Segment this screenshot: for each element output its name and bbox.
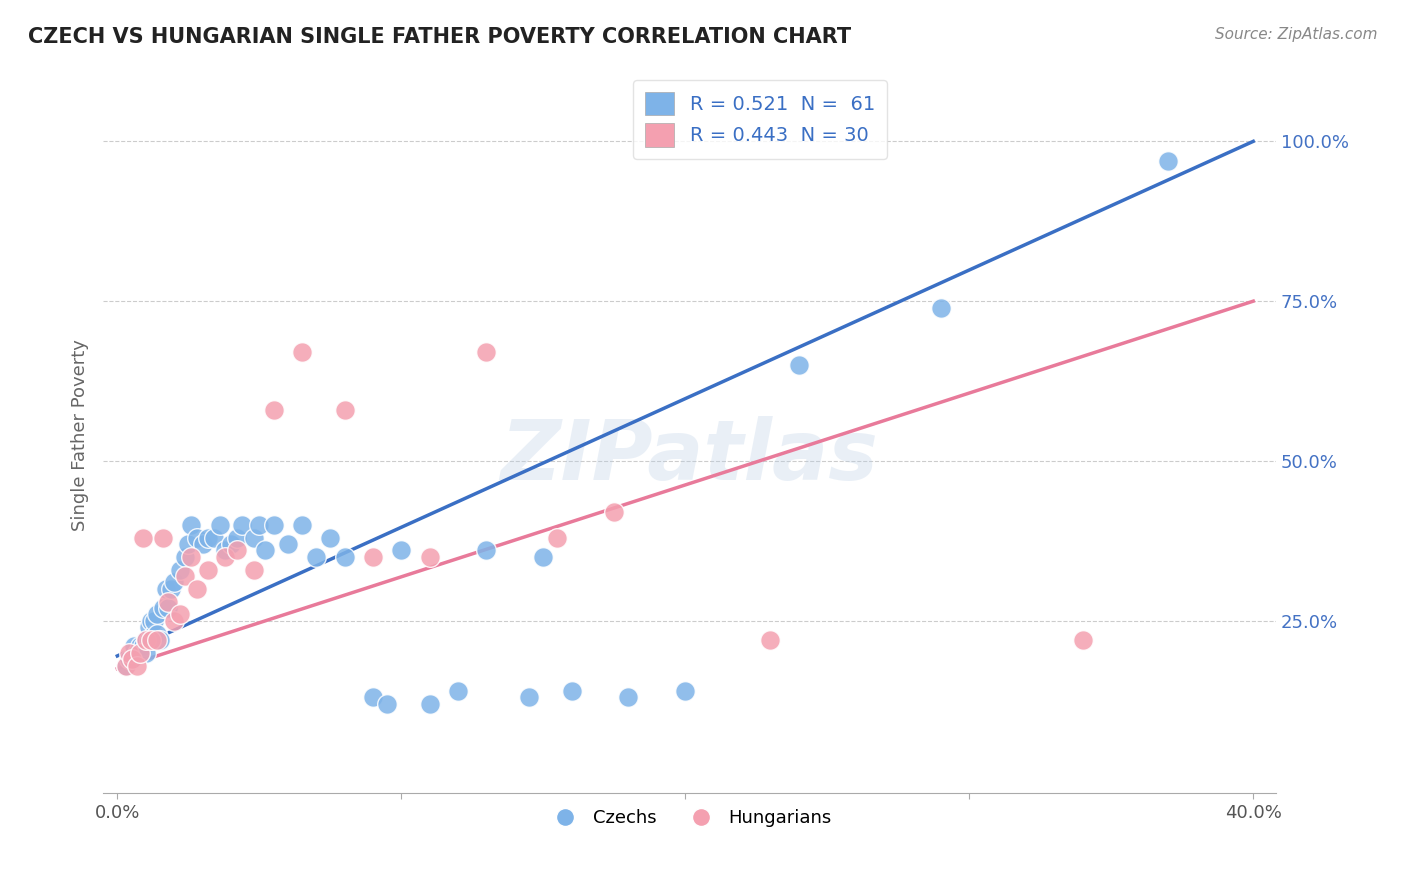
Point (177, 537, 200, 551)
Point (146, 607, 169, 622)
Legend: Czechs, Hungarians: Czechs, Hungarians (540, 802, 839, 834)
Point (143, 626, 166, 640)
Point (447, 684, 470, 698)
Point (673, 684, 696, 698)
Point (169, 563, 191, 577)
Point (361, 549, 384, 564)
Point (603, 505, 626, 519)
Point (127, 658, 149, 673)
Point (141, 632, 163, 647)
Point (1157, 153, 1180, 168)
Point (132, 531, 155, 545)
Point (174, 549, 197, 564)
Text: CZECH VS HUNGARIAN SINGLE FATHER POVERTY CORRELATION CHART: CZECH VS HUNGARIAN SINGLE FATHER POVERTY… (28, 27, 851, 46)
Point (163, 575, 186, 590)
Point (169, 607, 191, 622)
Point (121, 652, 143, 666)
Point (547, 531, 569, 545)
Point (291, 345, 314, 359)
Point (1071, 632, 1094, 647)
Point (561, 684, 583, 698)
Point (135, 632, 157, 647)
Point (219, 537, 242, 551)
Point (143, 614, 166, 628)
Point (361, 690, 384, 705)
Point (787, 358, 810, 372)
Point (225, 531, 247, 545)
Point (214, 543, 236, 558)
Point (127, 646, 149, 660)
Point (247, 517, 270, 532)
Point (149, 632, 172, 647)
Point (617, 690, 640, 705)
Point (129, 646, 152, 660)
Point (157, 601, 180, 615)
Point (291, 517, 314, 532)
Point (202, 531, 225, 545)
Point (305, 549, 328, 564)
Text: ZIPatlas: ZIPatlas (501, 417, 879, 498)
Point (115, 658, 138, 673)
Point (319, 531, 342, 545)
Point (214, 549, 236, 564)
Point (253, 543, 276, 558)
Point (138, 620, 160, 634)
Point (124, 646, 146, 660)
Point (333, 402, 356, 417)
Point (118, 646, 141, 660)
Point (152, 601, 174, 615)
Point (186, 582, 208, 596)
Point (174, 569, 197, 583)
Point (135, 632, 157, 647)
Point (197, 531, 219, 545)
Point (759, 632, 782, 647)
Point (121, 652, 143, 666)
Point (129, 646, 152, 660)
Point (263, 517, 285, 532)
Point (124, 640, 146, 654)
Point (152, 531, 174, 545)
Point (157, 594, 180, 608)
Point (375, 697, 398, 711)
Point (180, 549, 202, 564)
Point (333, 549, 356, 564)
Y-axis label: Single Father Poverty: Single Father Poverty (72, 340, 89, 532)
Point (163, 614, 186, 628)
Point (263, 402, 285, 417)
Point (138, 632, 160, 647)
Point (242, 531, 264, 545)
Point (419, 549, 441, 564)
Point (389, 543, 412, 558)
Point (191, 537, 214, 551)
Point (231, 517, 253, 532)
Point (118, 652, 141, 666)
Point (180, 517, 202, 532)
Point (146, 632, 169, 647)
Point (186, 531, 208, 545)
Point (141, 632, 163, 647)
Point (277, 537, 299, 551)
Point (475, 543, 498, 558)
Point (929, 301, 952, 315)
Point (129, 640, 152, 654)
Point (242, 563, 264, 577)
Point (160, 582, 183, 596)
Point (141, 614, 163, 628)
Point (115, 658, 138, 673)
Point (225, 543, 247, 558)
Point (132, 640, 155, 654)
Point (146, 626, 169, 640)
Text: Source: ZipAtlas.com: Source: ZipAtlas.com (1215, 27, 1378, 42)
Point (475, 345, 498, 359)
Point (208, 517, 231, 532)
Point (531, 549, 554, 564)
Point (517, 690, 540, 705)
Point (155, 582, 177, 596)
Point (419, 697, 441, 711)
Point (135, 646, 157, 660)
Point (197, 563, 219, 577)
